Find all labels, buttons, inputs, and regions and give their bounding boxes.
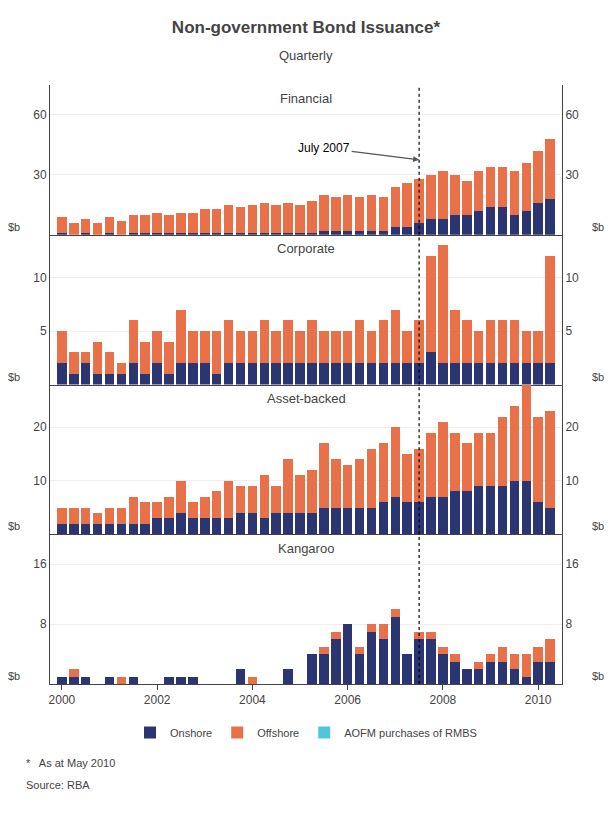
svg-text:Asset-backed: Asset-backed [267, 391, 346, 406]
svg-text:2000: 2000 [49, 693, 76, 707]
svg-text:2004: 2004 [239, 693, 266, 707]
svg-text:16: 16 [33, 557, 47, 571]
svg-text:$b: $b [592, 520, 604, 532]
svg-text:* As at May 2010: * As at May 2010 [26, 757, 115, 769]
svg-text:Source: RBA: Source: RBA [26, 779, 90, 791]
svg-text:$b: $b [8, 221, 20, 233]
svg-text:8: 8 [565, 617, 572, 631]
svg-text:Onshore: Onshore [170, 727, 212, 739]
svg-text:$b: $b [592, 371, 604, 383]
svg-text:60: 60 [33, 108, 47, 122]
svg-text:10: 10 [565, 474, 579, 488]
svg-text:Non-government Bond Issuance*: Non-government Bond Issuance* [172, 18, 441, 37]
svg-text:Offshore: Offshore [257, 727, 299, 739]
svg-text:30: 30 [565, 168, 579, 182]
svg-text:2008: 2008 [430, 693, 457, 707]
svg-text:2002: 2002 [144, 693, 171, 707]
svg-text:$b: $b [8, 371, 20, 383]
svg-text:30: 30 [33, 168, 47, 182]
svg-text:Kangaroo: Kangaroo [278, 541, 334, 556]
svg-text:July 2007: July 2007 [298, 141, 350, 155]
svg-text:60: 60 [565, 108, 579, 122]
svg-text:5: 5 [40, 324, 47, 338]
svg-text:8: 8 [40, 617, 47, 631]
svg-text:Financial: Financial [280, 91, 332, 106]
svg-text:2010: 2010 [525, 693, 552, 707]
svg-text:10: 10 [33, 271, 47, 285]
svg-text:$b: $b [592, 221, 604, 233]
svg-text:10: 10 [33, 474, 47, 488]
svg-text:5: 5 [565, 324, 572, 338]
svg-text:Corporate: Corporate [277, 241, 335, 256]
svg-text:10: 10 [565, 271, 579, 285]
svg-text:$b: $b [8, 670, 20, 682]
svg-text:$b: $b [8, 520, 20, 532]
svg-text:AOFM purchases of RMBS: AOFM purchases of RMBS [344, 727, 477, 739]
svg-text:20: 20 [33, 420, 47, 434]
svg-text:$b: $b [592, 670, 604, 682]
svg-text:2006: 2006 [334, 693, 361, 707]
svg-text:Quarterly: Quarterly [279, 48, 333, 63]
svg-text:20: 20 [565, 420, 579, 434]
svg-text:16: 16 [565, 557, 579, 571]
